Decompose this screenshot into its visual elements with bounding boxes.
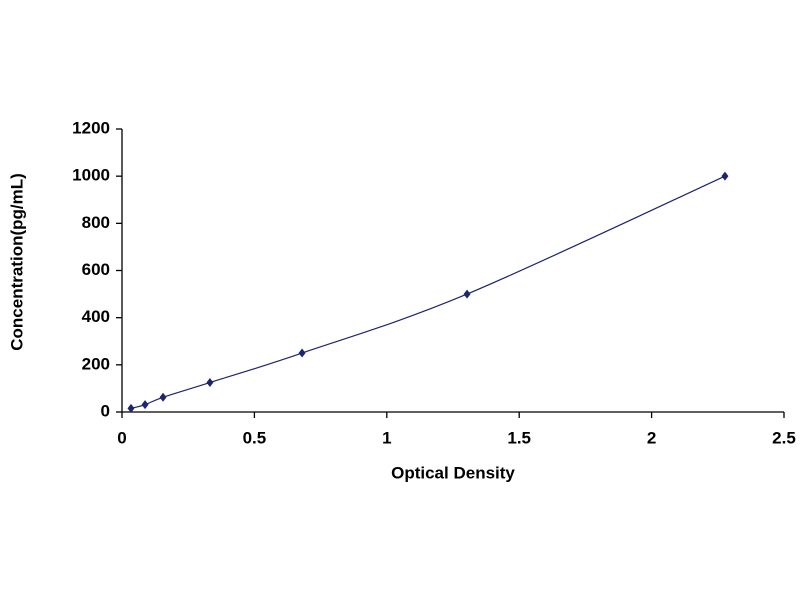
x-axis-label: Optical Density: [391, 463, 515, 482]
x-tick-label: 2: [647, 428, 656, 447]
y-tick-label: 600: [82, 260, 110, 279]
trend-line: [130, 175, 726, 409]
y-tick-label: 1200: [72, 118, 110, 137]
point: [206, 378, 214, 388]
point: [721, 171, 729, 181]
x-tick-label: 0: [117, 428, 126, 447]
y-tick-label: 400: [82, 307, 110, 326]
x-tick-label: 2.5: [772, 428, 796, 447]
y-tick-label: 0: [101, 401, 110, 420]
x-tick-label: 0.5: [243, 428, 267, 447]
point: [127, 403, 135, 413]
y-axis-label: Concentration(pg/mL): [7, 173, 26, 351]
x-tick-label: 1.5: [507, 428, 531, 447]
point: [298, 348, 306, 358]
y-tick-label: 200: [82, 354, 110, 373]
y-tick-label: 1000: [72, 166, 110, 185]
x-tick-label: 1: [382, 428, 391, 447]
point: [159, 392, 167, 402]
point: [141, 400, 149, 410]
y-tick-label: 800: [82, 213, 110, 232]
point: [463, 289, 471, 299]
